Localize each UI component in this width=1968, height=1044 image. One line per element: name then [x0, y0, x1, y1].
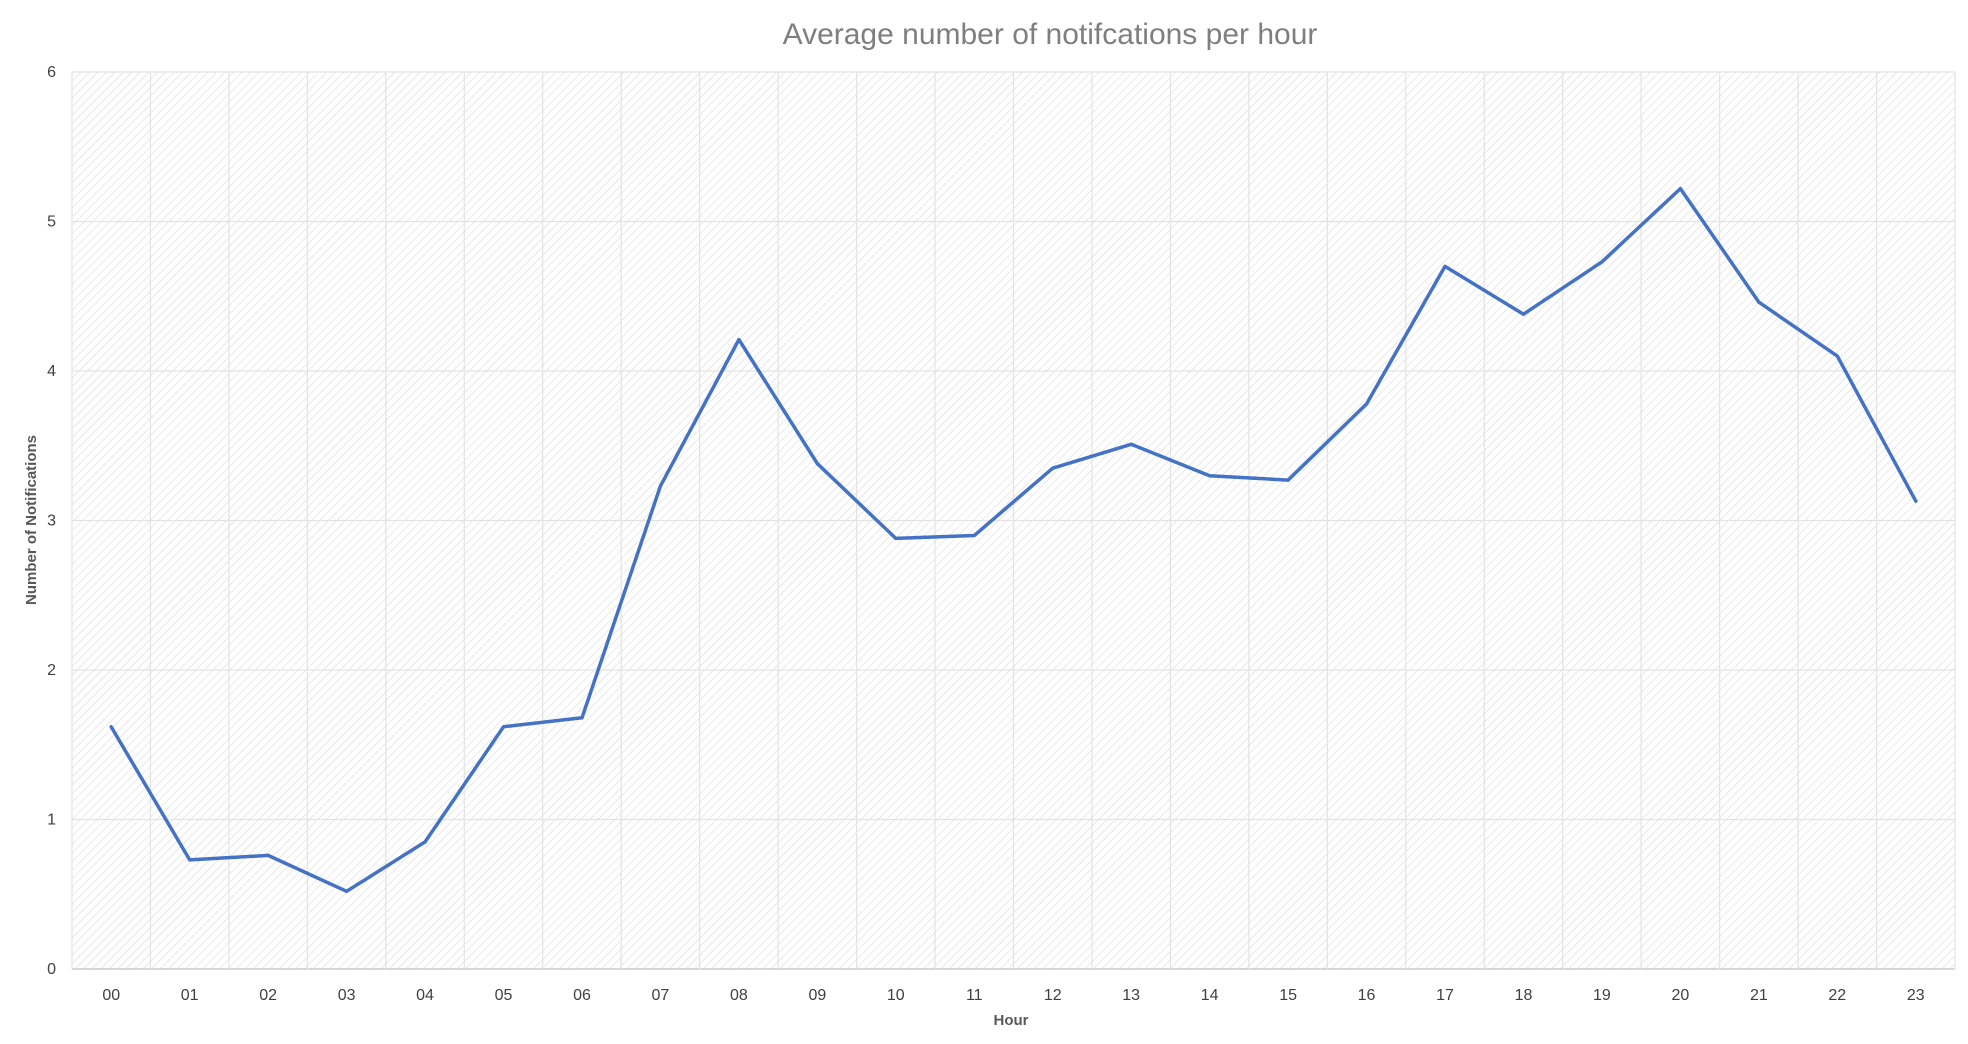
- x-tick-label: 17: [1436, 987, 1454, 1004]
- x-tick-label: 16: [1358, 987, 1376, 1004]
- x-axis-label: Hour: [994, 1012, 1029, 1029]
- data-point: [345, 889, 349, 893]
- y-axis-ticks: 0 1 2 3 4 5 6: [47, 64, 56, 978]
- data-point: [1835, 354, 1839, 358]
- data-point: [266, 853, 270, 857]
- x-tick-label: 07: [652, 987, 670, 1004]
- data-point: [1286, 478, 1290, 482]
- y-axis-label: Number of Notifications: [23, 435, 40, 605]
- x-tick-label: 14: [1201, 987, 1219, 1004]
- data-point: [1051, 466, 1055, 470]
- x-tick-label: 21: [1750, 987, 1768, 1004]
- x-tick-label: 11: [966, 987, 983, 1004]
- data-point: [1914, 499, 1918, 503]
- x-tick-label: 08: [730, 987, 748, 1004]
- y-tick-label: 4: [47, 363, 56, 380]
- y-tick-label: 2: [47, 662, 56, 679]
- x-tick-label: 00: [102, 987, 120, 1004]
- data-point: [658, 484, 663, 488]
- data-point: [1521, 312, 1526, 316]
- x-tick-label: 13: [1122, 987, 1140, 1004]
- data-point: [1757, 300, 1761, 304]
- x-tick-label: 10: [887, 987, 905, 1004]
- x-tick-label: 02: [259, 987, 277, 1004]
- x-tick-label: 03: [338, 987, 356, 1004]
- y-tick-label: 0: [47, 961, 56, 978]
- y-tick-label: 1: [47, 812, 56, 829]
- series-layer: [109, 186, 1918, 894]
- chart-title: Average number of notifcations per hour: [783, 18, 1318, 51]
- data-point: [894, 536, 898, 541]
- x-tick-label: 15: [1279, 987, 1297, 1004]
- x-tick-label: 06: [573, 987, 591, 1004]
- y-tick-label: 6: [47, 64, 56, 81]
- y-tick-label: 5: [47, 214, 56, 231]
- x-tick-label: 09: [808, 987, 826, 1004]
- x-tick-label: 01: [181, 987, 199, 1004]
- series-line: [109, 186, 1918, 894]
- data-point: [1678, 187, 1682, 191]
- data-point: [1443, 264, 1447, 268]
- data-point: [1129, 442, 1133, 446]
- data-point: [501, 725, 506, 729]
- x-tick-label: 19: [1593, 987, 1611, 1004]
- data-point: [580, 716, 584, 720]
- data-point: [423, 840, 427, 844]
- data-point: [109, 725, 113, 729]
- x-tick-label: 04: [416, 987, 434, 1004]
- data-point: [1364, 402, 1369, 406]
- x-tick-label: 05: [495, 987, 513, 1004]
- data-point: [972, 533, 976, 538]
- x-tick-label: 22: [1828, 987, 1846, 1004]
- x-tick-label: 20: [1671, 987, 1689, 1004]
- data-point: [737, 338, 741, 342]
- x-axis-ticks: 00 01 02 03 04 05 06 07 08 09 10 11 12 13 14 15 16 17 18 19…: [102, 987, 1924, 1004]
- y-tick-label: 3: [47, 513, 56, 530]
- data-point: [1600, 260, 1604, 264]
- data-point: [188, 858, 192, 862]
- data-point: [1208, 474, 1212, 478]
- data-point: [815, 462, 819, 466]
- x-tick-label: 23: [1907, 987, 1925, 1004]
- x-tick-label: 12: [1044, 987, 1062, 1004]
- plot-area: [71, 71, 1956, 970]
- x-tick-label: 18: [1515, 987, 1533, 1004]
